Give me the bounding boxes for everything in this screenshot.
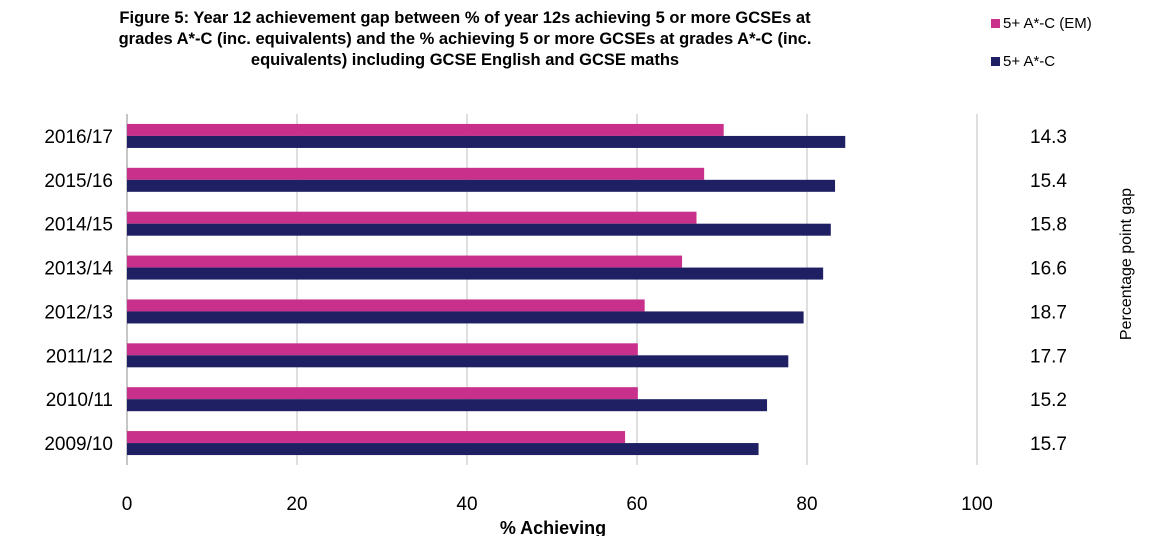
gap-label: 15.2: [1030, 390, 1067, 411]
gap-label: 15.8: [1030, 215, 1067, 236]
bar-all: [127, 223, 831, 236]
gridlines: [126, 114, 978, 465]
x-tick-label: 0: [122, 494, 133, 515]
bar-em: [127, 167, 705, 180]
x-tick-label: 80: [796, 494, 817, 515]
bar-all: [127, 311, 804, 324]
gap-labels: 14.3 15.4 15.8 16.6 18.7 17.7 15.2 15.7: [1030, 127, 1067, 455]
category-label: 2015/16: [44, 171, 113, 192]
x-tick-label: 20: [286, 494, 307, 515]
legend-swatch: [991, 19, 1000, 28]
chart-title-line: Figure 5: Year 12 achievement gap betwee…: [119, 9, 811, 27]
gap-label: 15.7: [1030, 434, 1067, 455]
chart-title-line: equivalents) including GCSE English and …: [250, 51, 680, 69]
x-tick-labels: 0 20 40 60 80 100: [122, 494, 993, 515]
gap-label: 16.6: [1030, 259, 1067, 280]
gap-label: 17.7: [1030, 346, 1067, 367]
bar-em: [127, 343, 638, 356]
category-label: 2014/15: [44, 215, 113, 236]
legend: 5+ A*-C (EM) 5+ A*-C: [991, 15, 1092, 70]
legend-label: 5+ A*-C: [1003, 53, 1055, 70]
bar-all: [127, 355, 789, 368]
secondary-axis-label: Percentage point gap: [1118, 188, 1135, 340]
category-label: 2011/12: [46, 346, 113, 367]
category-label: 2012/13: [44, 302, 113, 323]
bar-all: [127, 135, 846, 148]
bar-em: [127, 387, 638, 400]
category-label: 2009/10: [44, 434, 113, 455]
category-label: 2010/11: [46, 390, 113, 411]
bar-all: [127, 267, 824, 280]
x-tick-label: 60: [626, 494, 647, 515]
bar-em: [127, 211, 697, 224]
bar-em: [127, 255, 683, 268]
legend-label: 5+ A*-C (EM): [1003, 15, 1092, 32]
legend-swatch: [991, 57, 1000, 66]
gap-label: 15.4: [1030, 171, 1067, 192]
bar-all: [127, 399, 768, 412]
bar-em: [127, 123, 724, 136]
bar-all: [127, 179, 836, 192]
category-label: 2016/17: [44, 127, 113, 148]
bars: [127, 123, 846, 456]
x-axis-label: % Achieving: [500, 518, 606, 536]
chart-title-line: grades A*-C (inc. equivalents) and the %…: [118, 30, 812, 48]
x-tick-label: 100: [961, 494, 993, 515]
gap-label: 18.7: [1030, 302, 1067, 323]
bar-all: [127, 443, 759, 456]
gap-label: 14.3: [1030, 127, 1067, 148]
category-label: 2013/14: [44, 259, 113, 280]
x-tick-label: 40: [456, 494, 477, 515]
chart-title: Figure 5: Year 12 achievement gap betwee…: [0, 8, 930, 71]
bar-em: [127, 431, 626, 444]
category-labels: 2016/17 2015/16 2014/15 2013/14 2012/13 2011/…: [44, 127, 113, 455]
bar-em: [127, 299, 645, 312]
